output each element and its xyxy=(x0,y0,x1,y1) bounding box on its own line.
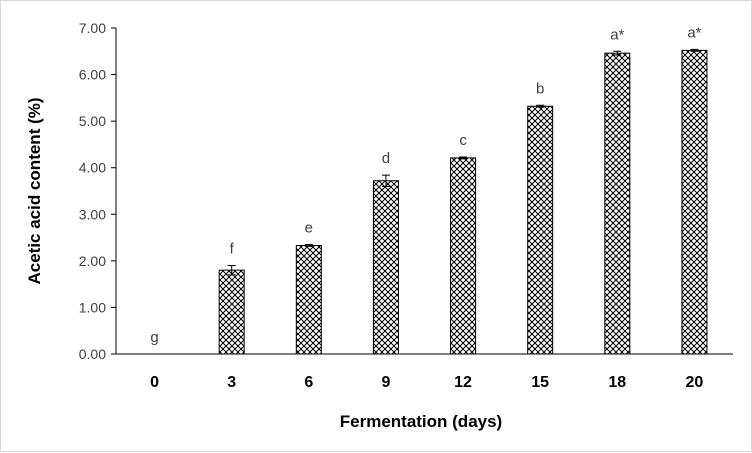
y-tick-label: 5.00 xyxy=(79,113,106,129)
error-bar xyxy=(613,50,622,56)
bar xyxy=(295,244,322,355)
significance-label: a* xyxy=(687,24,701,41)
significance-label: f xyxy=(230,241,235,258)
error-bar xyxy=(381,174,390,187)
significance-label: b xyxy=(536,80,544,97)
y-tick-label: 2.00 xyxy=(79,253,106,269)
y-tick-label: 3.00 xyxy=(79,206,106,222)
bars xyxy=(218,49,708,355)
y-axis-title: Acetic acid content (%) xyxy=(25,97,44,284)
x-tick-label: 0 xyxy=(150,374,159,391)
x-tick-label: 12 xyxy=(454,374,472,391)
significance-label: g xyxy=(150,329,158,346)
x-tick-label: 20 xyxy=(686,374,704,391)
error-bar xyxy=(227,265,236,276)
x-tick-label: 15 xyxy=(531,374,549,391)
bar xyxy=(450,157,477,355)
error-bar xyxy=(536,104,545,108)
bar xyxy=(527,105,554,355)
x-tick-label: 18 xyxy=(608,374,626,391)
significance-label: e xyxy=(305,220,313,237)
y-tick-label: 0.00 xyxy=(79,346,106,362)
y-tick-label: 6.00 xyxy=(79,67,106,83)
bar xyxy=(372,180,399,355)
x-tick-label: 6 xyxy=(304,374,313,391)
x-tick-label: 9 xyxy=(381,374,390,391)
bar xyxy=(604,52,631,355)
significance-label: a* xyxy=(610,26,624,43)
x-tick-label: 3 xyxy=(227,374,236,391)
y-tick-label: 1.00 xyxy=(79,299,106,315)
error-bar xyxy=(459,156,468,160)
bar xyxy=(218,269,245,355)
y-tick-label: 7.00 xyxy=(79,20,106,36)
error-bar xyxy=(690,48,699,52)
bar xyxy=(681,49,708,355)
error-bars xyxy=(227,48,699,276)
x-axis-ticks: 0 3 6 9 12 15 18 20 xyxy=(150,374,703,391)
significance-labels: g f e d c b a* a* xyxy=(150,24,701,346)
y-axis-ticks: 0.00 1.00 2.00 3.00 4.00 5.00 6.00 7.00 xyxy=(79,20,116,362)
significance-label: c xyxy=(459,132,467,149)
y-tick-label: 4.00 xyxy=(79,160,106,176)
error-bar xyxy=(304,244,313,247)
significance-label: d xyxy=(382,150,390,167)
x-axis-title: Fermentation (days) xyxy=(340,412,502,431)
